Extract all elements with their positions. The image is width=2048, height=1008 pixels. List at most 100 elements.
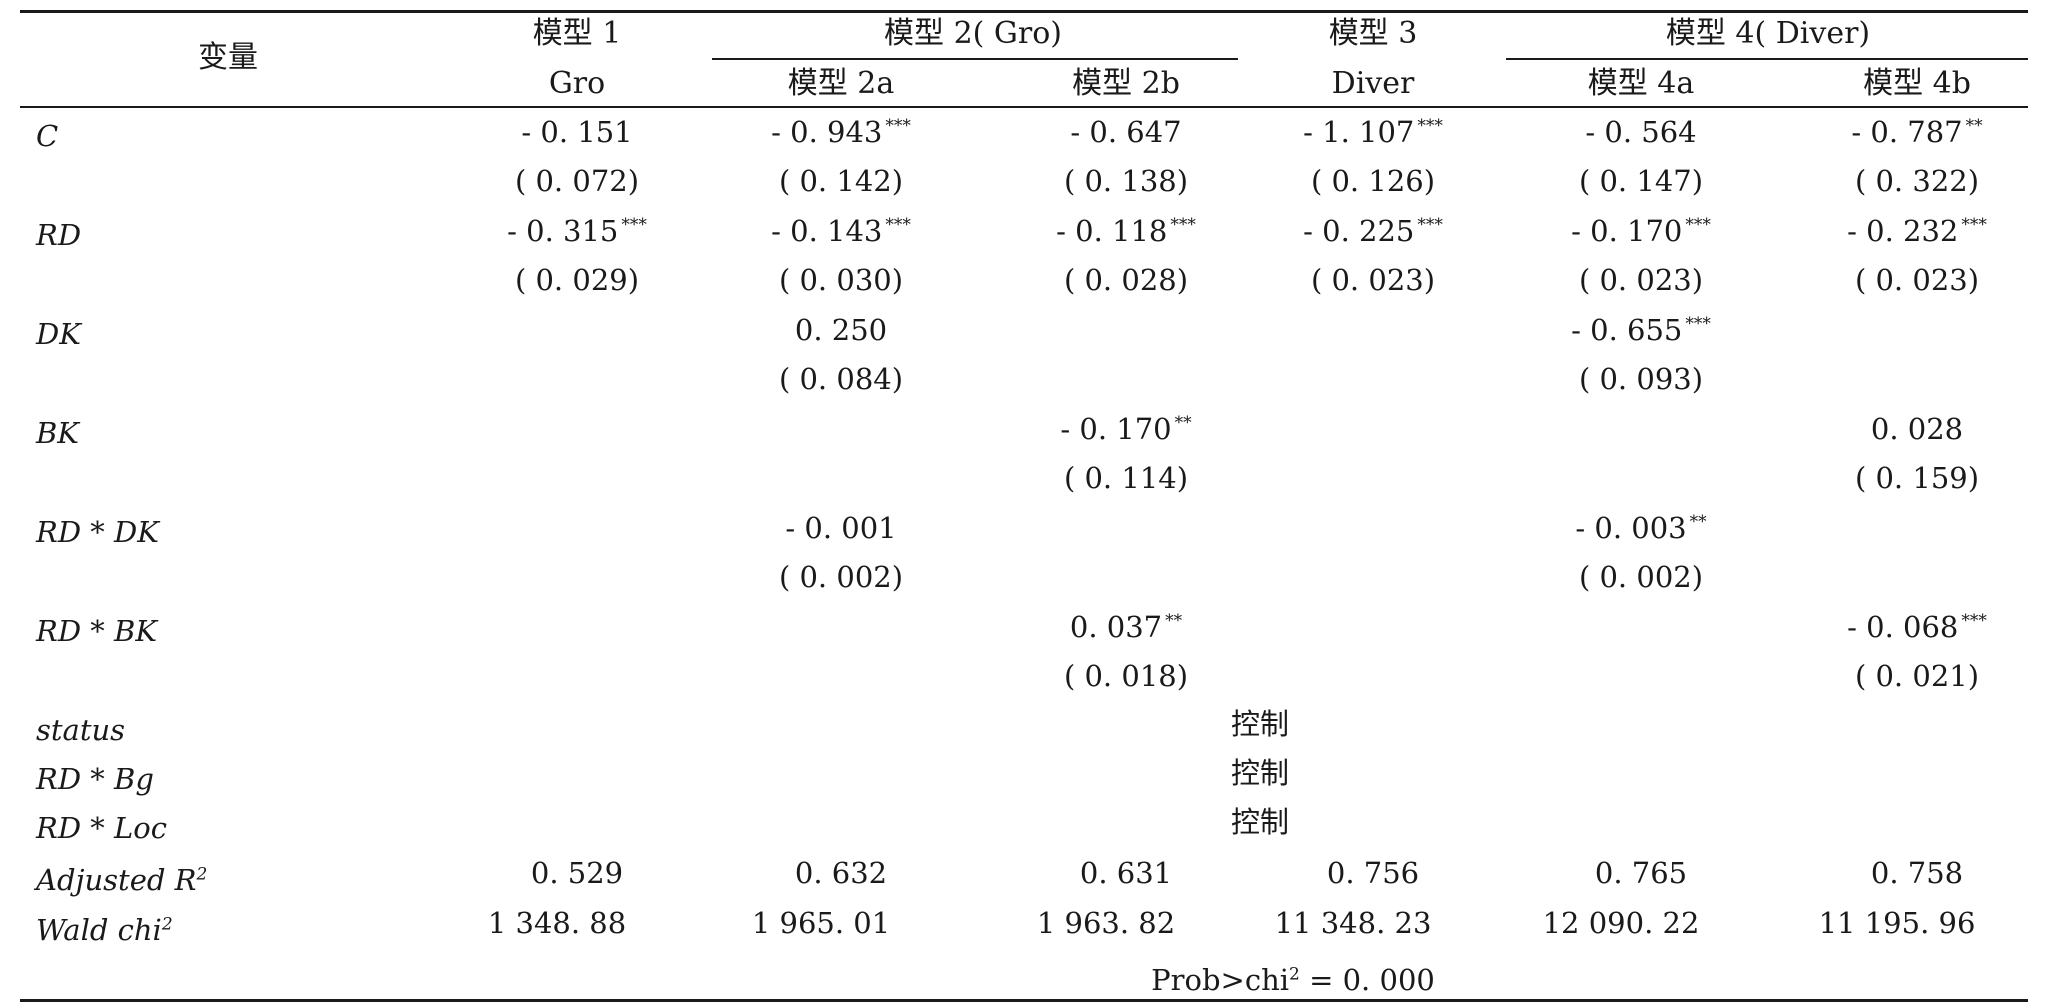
coefficient-cell: - 0. 787 ** <box>1851 114 1982 150</box>
variable-label: RD * DK <box>36 515 159 549</box>
significance-stars: *** <box>1961 611 1987 632</box>
header-model4b: 模型 4b <box>1863 66 1971 101</box>
standard-error-cell: ( 0. 029) <box>514 263 640 297</box>
header-rule <box>20 106 2028 108</box>
header-model2: 模型 2( Gro) <box>884 16 1062 51</box>
coefficient-value: - 0. 232 <box>1847 214 1959 248</box>
coefficient-value: - 0. 787 <box>1851 115 1963 149</box>
model4-subrule <box>1506 58 2028 60</box>
coefficient-value: - 0. 647 <box>1070 115 1182 149</box>
coefficient-value: 0. 037 <box>1069 610 1163 644</box>
header-model4a: 模型 4a <box>1587 66 1695 101</box>
wald-value: 1 963. 82 <box>1036 906 1176 940</box>
standard-error-cell: ( 0. 018) <box>1063 659 1189 693</box>
coefficient-cell: - 0. 943 *** <box>771 114 911 150</box>
coefficient-value: - 0. 564 <box>1585 115 1697 149</box>
significance-stars: *** <box>1417 116 1443 137</box>
coefficient-cell: 0. 037 ** <box>1070 609 1182 645</box>
significance-stars: *** <box>1961 215 1987 236</box>
significance-stars: *** <box>1417 215 1443 236</box>
standard-error-cell: ( 0. 030) <box>778 263 904 297</box>
adjusted-r2-value: 0. 529 <box>530 856 624 890</box>
wald-value: 1 965. 01 <box>751 906 891 940</box>
coefficient-value: - 0. 943 <box>771 115 883 149</box>
significance-stars: *** <box>885 116 911 137</box>
coefficient-cell: - 0. 315 *** <box>507 213 647 249</box>
coefficient-cell: - 0. 170 *** <box>1571 213 1711 249</box>
significance-stars: *** <box>1685 215 1711 236</box>
wald-value: 11 348. 23 <box>1274 906 1432 940</box>
control-value: 控制 <box>1230 707 1290 741</box>
coefficient-value: - 0. 170 <box>1060 412 1172 446</box>
significance-stars: ** <box>1689 512 1707 533</box>
standard-error-cell: ( 0. 093) <box>1578 362 1704 396</box>
adjusted-r2-label: Adjusted R2 <box>36 863 208 897</box>
variable-label: C <box>36 119 59 153</box>
control-label: RD * Bg <box>36 762 154 796</box>
header-model1: 模型 1 <box>532 16 622 51</box>
standard-error-cell: ( 0. 138) <box>1063 164 1189 198</box>
standard-error-cell: ( 0. 002) <box>1578 560 1704 594</box>
adjusted-r2-value: 0. 758 <box>1870 856 1964 890</box>
significance-stars: ** <box>1174 413 1192 434</box>
wald-label: Wald chi2 <box>36 913 173 947</box>
coefficient-value: - 0. 315 <box>507 214 619 248</box>
adjusted-r2-value: 0. 632 <box>794 856 888 890</box>
coefficient-value: - 0. 068 <box>1847 610 1959 644</box>
header-model1-sub: Gro <box>548 66 606 101</box>
coefficient-cell: - 0. 118 *** <box>1056 213 1196 249</box>
variable-label: DK <box>36 317 81 351</box>
standard-error-cell: ( 0. 126) <box>1310 164 1436 198</box>
standard-error-cell: ( 0. 002) <box>778 560 904 594</box>
standard-error-cell: ( 0. 023) <box>1854 263 1980 297</box>
header-model2a: 模型 2a <box>787 66 895 101</box>
significance-stars: *** <box>1685 314 1711 335</box>
coefficient-value: - 0. 655 <box>1571 313 1683 347</box>
header-model3-sub: Diver <box>1331 66 1415 101</box>
standard-error-cell: ( 0. 023) <box>1310 263 1436 297</box>
standard-error-cell: ( 0. 084) <box>778 362 904 396</box>
adjusted-r2-value: 0. 631 <box>1079 856 1173 890</box>
header-variable: 变量 <box>198 40 258 75</box>
model2-subrule <box>712 58 1238 60</box>
standard-error-cell: ( 0. 021) <box>1854 659 1980 693</box>
coefficient-cell: - 0. 655 *** <box>1571 312 1711 348</box>
coefficient-value: 0. 028 <box>1870 412 1964 446</box>
standard-error-cell: ( 0. 159) <box>1854 461 1980 495</box>
bottom-rule <box>20 999 2028 1002</box>
header-model3: 模型 3 <box>1328 16 1418 51</box>
coefficient-cell: - 0. 232 *** <box>1847 213 1987 249</box>
coefficient-cell: - 0. 170 ** <box>1060 411 1191 447</box>
significance-stars: *** <box>621 215 647 236</box>
coefficient-cell: - 0. 001 <box>785 510 896 546</box>
coefficient-cell: 0. 250 <box>795 312 887 348</box>
coefficient-cell: - 0. 647 <box>1070 114 1181 150</box>
coefficient-cell: - 0. 068 *** <box>1847 609 1987 645</box>
coefficient-value: - 0. 118 <box>1056 214 1168 248</box>
variable-label: RD <box>36 218 82 252</box>
standard-error-cell: ( 0. 322) <box>1854 164 1980 198</box>
coefficient-cell: - 0. 564 <box>1585 114 1696 150</box>
coefficient-value: - 1. 107 <box>1303 115 1415 149</box>
wald-value: 11 195. 96 <box>1818 906 1976 940</box>
coefficient-value: - 0. 003 <box>1575 511 1687 545</box>
coefficient-cell: - 1. 107 *** <box>1303 114 1443 150</box>
standard-error-cell: ( 0. 023) <box>1578 263 1704 297</box>
variable-label: BK <box>36 416 79 450</box>
control-label: RD * Loc <box>36 811 167 845</box>
coefficient-cell: - 0. 225 *** <box>1303 213 1443 249</box>
control-value: 控制 <box>1230 805 1290 839</box>
standard-error-cell: ( 0. 142) <box>778 164 904 198</box>
coefficient-cell: - 0. 003 ** <box>1575 510 1706 546</box>
coefficient-cell: - 0. 143 *** <box>771 213 911 249</box>
significance-stars: ** <box>1965 116 1983 137</box>
coefficient-value: - 0. 151 <box>521 115 633 149</box>
header-model2b: 模型 2b <box>1072 66 1180 101</box>
standard-error-cell: ( 0. 028) <box>1063 263 1189 297</box>
prob-note: Prob>chi2 = 0. 000 <box>1151 963 1435 997</box>
coefficient-cell: - 0. 151 <box>521 114 632 150</box>
coefficient-value: - 0. 001 <box>785 511 897 545</box>
coefficient-value: - 0. 170 <box>1571 214 1683 248</box>
adjusted-r2-value: 0. 756 <box>1326 856 1420 890</box>
